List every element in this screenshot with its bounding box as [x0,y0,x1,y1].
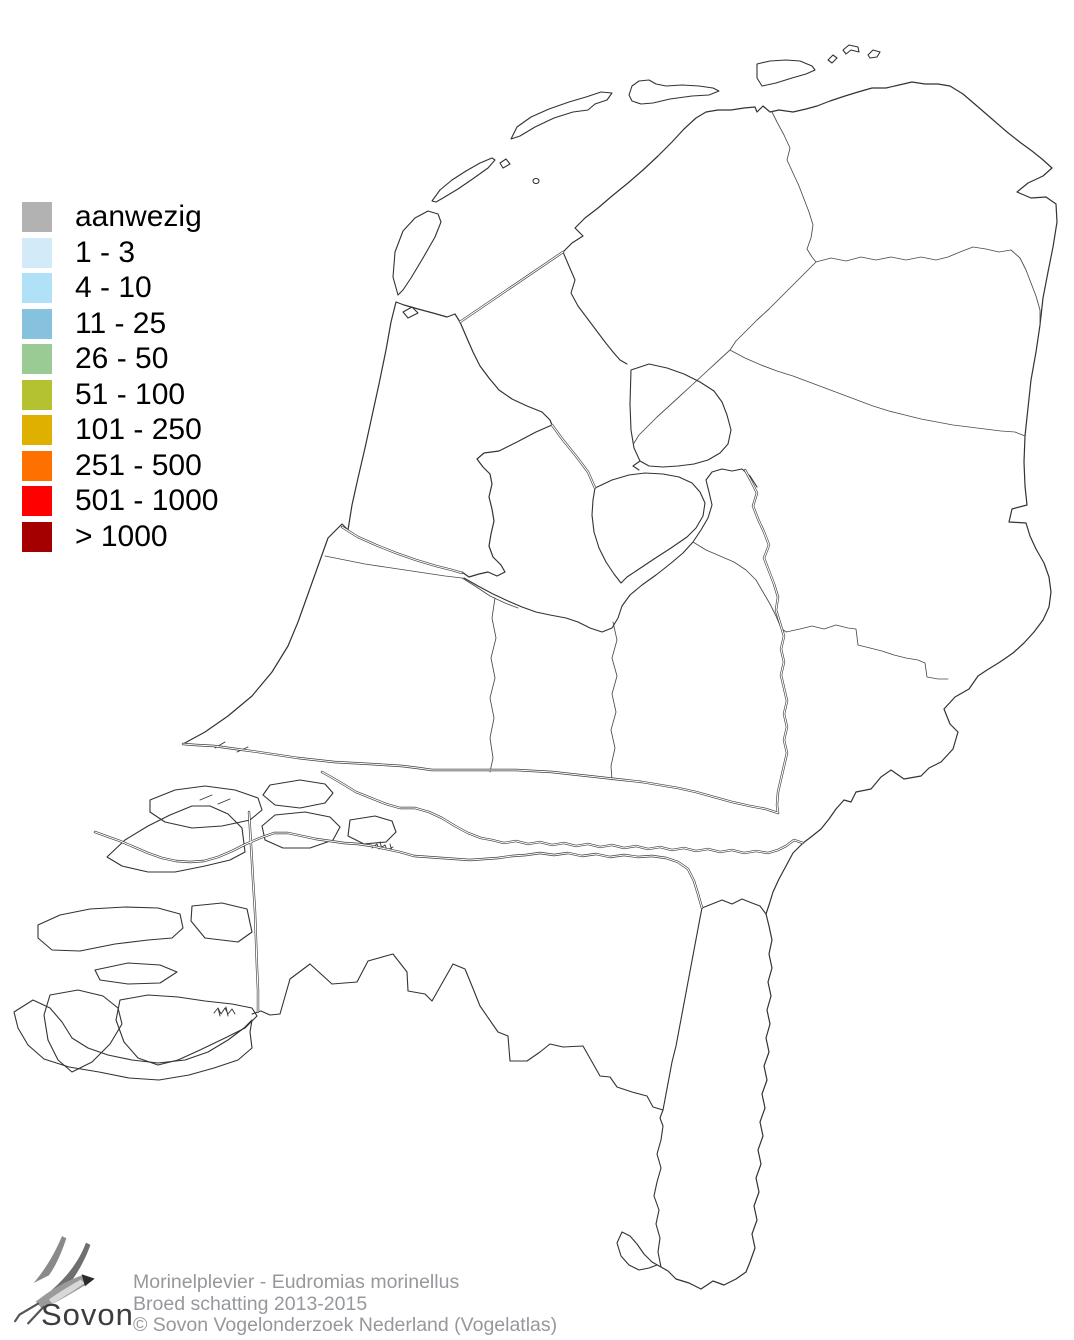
legend-color-swatch [22,486,52,516]
legend-label: 11 - 25 [75,306,167,340]
border-ovr-gld [692,541,949,680]
river-waal [320,770,805,855]
legend-color-swatch [22,415,52,445]
legend-row: 51 - 100 [22,377,218,411]
legend-row: aanwezig [22,200,218,233]
legend-label: > 1000 [75,519,168,553]
border-frl-dre-ovr [633,261,817,444]
zeeuws-vlaanderen [13,999,253,1081]
map-subtitle: Broed schatting 2013-2015 [133,1292,368,1315]
legend-color-swatch [22,273,52,303]
legend-row: 101 - 250 [22,413,218,446]
island-noord-beveland [94,962,178,985]
legend-label: aanwezig [75,200,202,233]
legend-label: 251 - 500 [75,448,202,482]
legend-color-swatch [22,521,52,552]
legend-label: 1 - 3 [75,235,136,269]
border-ut-gld [610,621,618,781]
island-walcheren [43,989,123,1073]
species-title: Morinelplevier - Eudromias morinellus [133,1271,460,1293]
legend-row: 11 - 25 [22,306,218,340]
saeftinghe-creeks [213,1006,236,1017]
legend-label: 26 - 50 [75,342,169,375]
island-noorderhaaks [402,306,419,319]
legend-row: 26 - 50 [22,342,218,375]
border-zh-ut [489,597,497,773]
legend-row: 251 - 500 [22,448,218,482]
legend-row: 4 - 10 [22,271,218,304]
copyright-line: © Sovon Vogelonderzoek Nederland (Vogela… [133,1314,558,1336]
sovon-logo-text: Sovon [41,1297,134,1332]
island-griend [532,178,540,184]
island-texel [392,210,442,296]
island-rottum-3 [867,49,881,59]
coastline-holland [182,301,553,745]
noordzeekanaal [340,525,464,575]
urk-tick [632,460,641,471]
border-dre-ovr [729,349,1026,437]
island-ameland [628,79,720,105]
harbor-ticks [199,741,249,805]
island-rottum-2 [842,44,860,55]
border-grn-dre [815,246,1041,326]
island-zuid-beveland [115,994,258,1066]
island-dordrecht [347,815,397,845]
legend-color-swatch [22,379,52,410]
border-limburg-west [616,898,767,1271]
polder-noordoostpolder [629,363,732,468]
border-nh-south [324,555,519,609]
island-tholen [190,902,253,943]
island-goeree [106,805,246,873]
legend-color-swatch [22,308,52,339]
legend-row: 501 - 1000 [22,484,219,517]
legend-label: 4 - 10 [75,271,152,304]
legend-row: > 1000 [22,519,218,553]
island-schiermonnikoog [756,59,816,87]
legend-row: 1 - 3 [22,235,218,269]
legend: aanwezig 1 - 3 4 - 10 11 - 25 26 - 50 51… [22,200,219,557]
coastline-randmeren [463,468,758,633]
island-voorne-putten [149,785,263,829]
island-terschelling [510,91,613,140]
island-schouwen [37,906,184,952]
coastline-friesland-west [562,251,628,365]
legend-label: 101 - 250 [75,413,202,446]
coastline-north-and-german-border [562,81,1058,1290]
border-frl-grn [771,111,817,263]
legend-color-swatch [22,202,52,232]
island-ijsselmonde [262,779,334,809]
waterways [93,250,805,1014]
legend-color-swatch [22,450,52,481]
polder-flevoland [591,472,706,584]
island-rottum-1 [827,54,838,64]
legend-color-swatch [22,344,52,374]
legend-label: 501 - 1000 [75,484,219,517]
island-richel [499,158,511,169]
map-caption: Morinelplevier - Eudromias morinellus Br… [133,1271,558,1337]
legend-color-swatch [22,237,52,268]
island-vlieland [431,157,496,203]
sovon-logo-swallow-icon [14,1236,95,1325]
river-ijssel [743,468,789,815]
legend-label: 51 - 100 [75,377,186,411]
border-belgium [251,953,664,1111]
island-hoeksche-waard [261,811,341,849]
